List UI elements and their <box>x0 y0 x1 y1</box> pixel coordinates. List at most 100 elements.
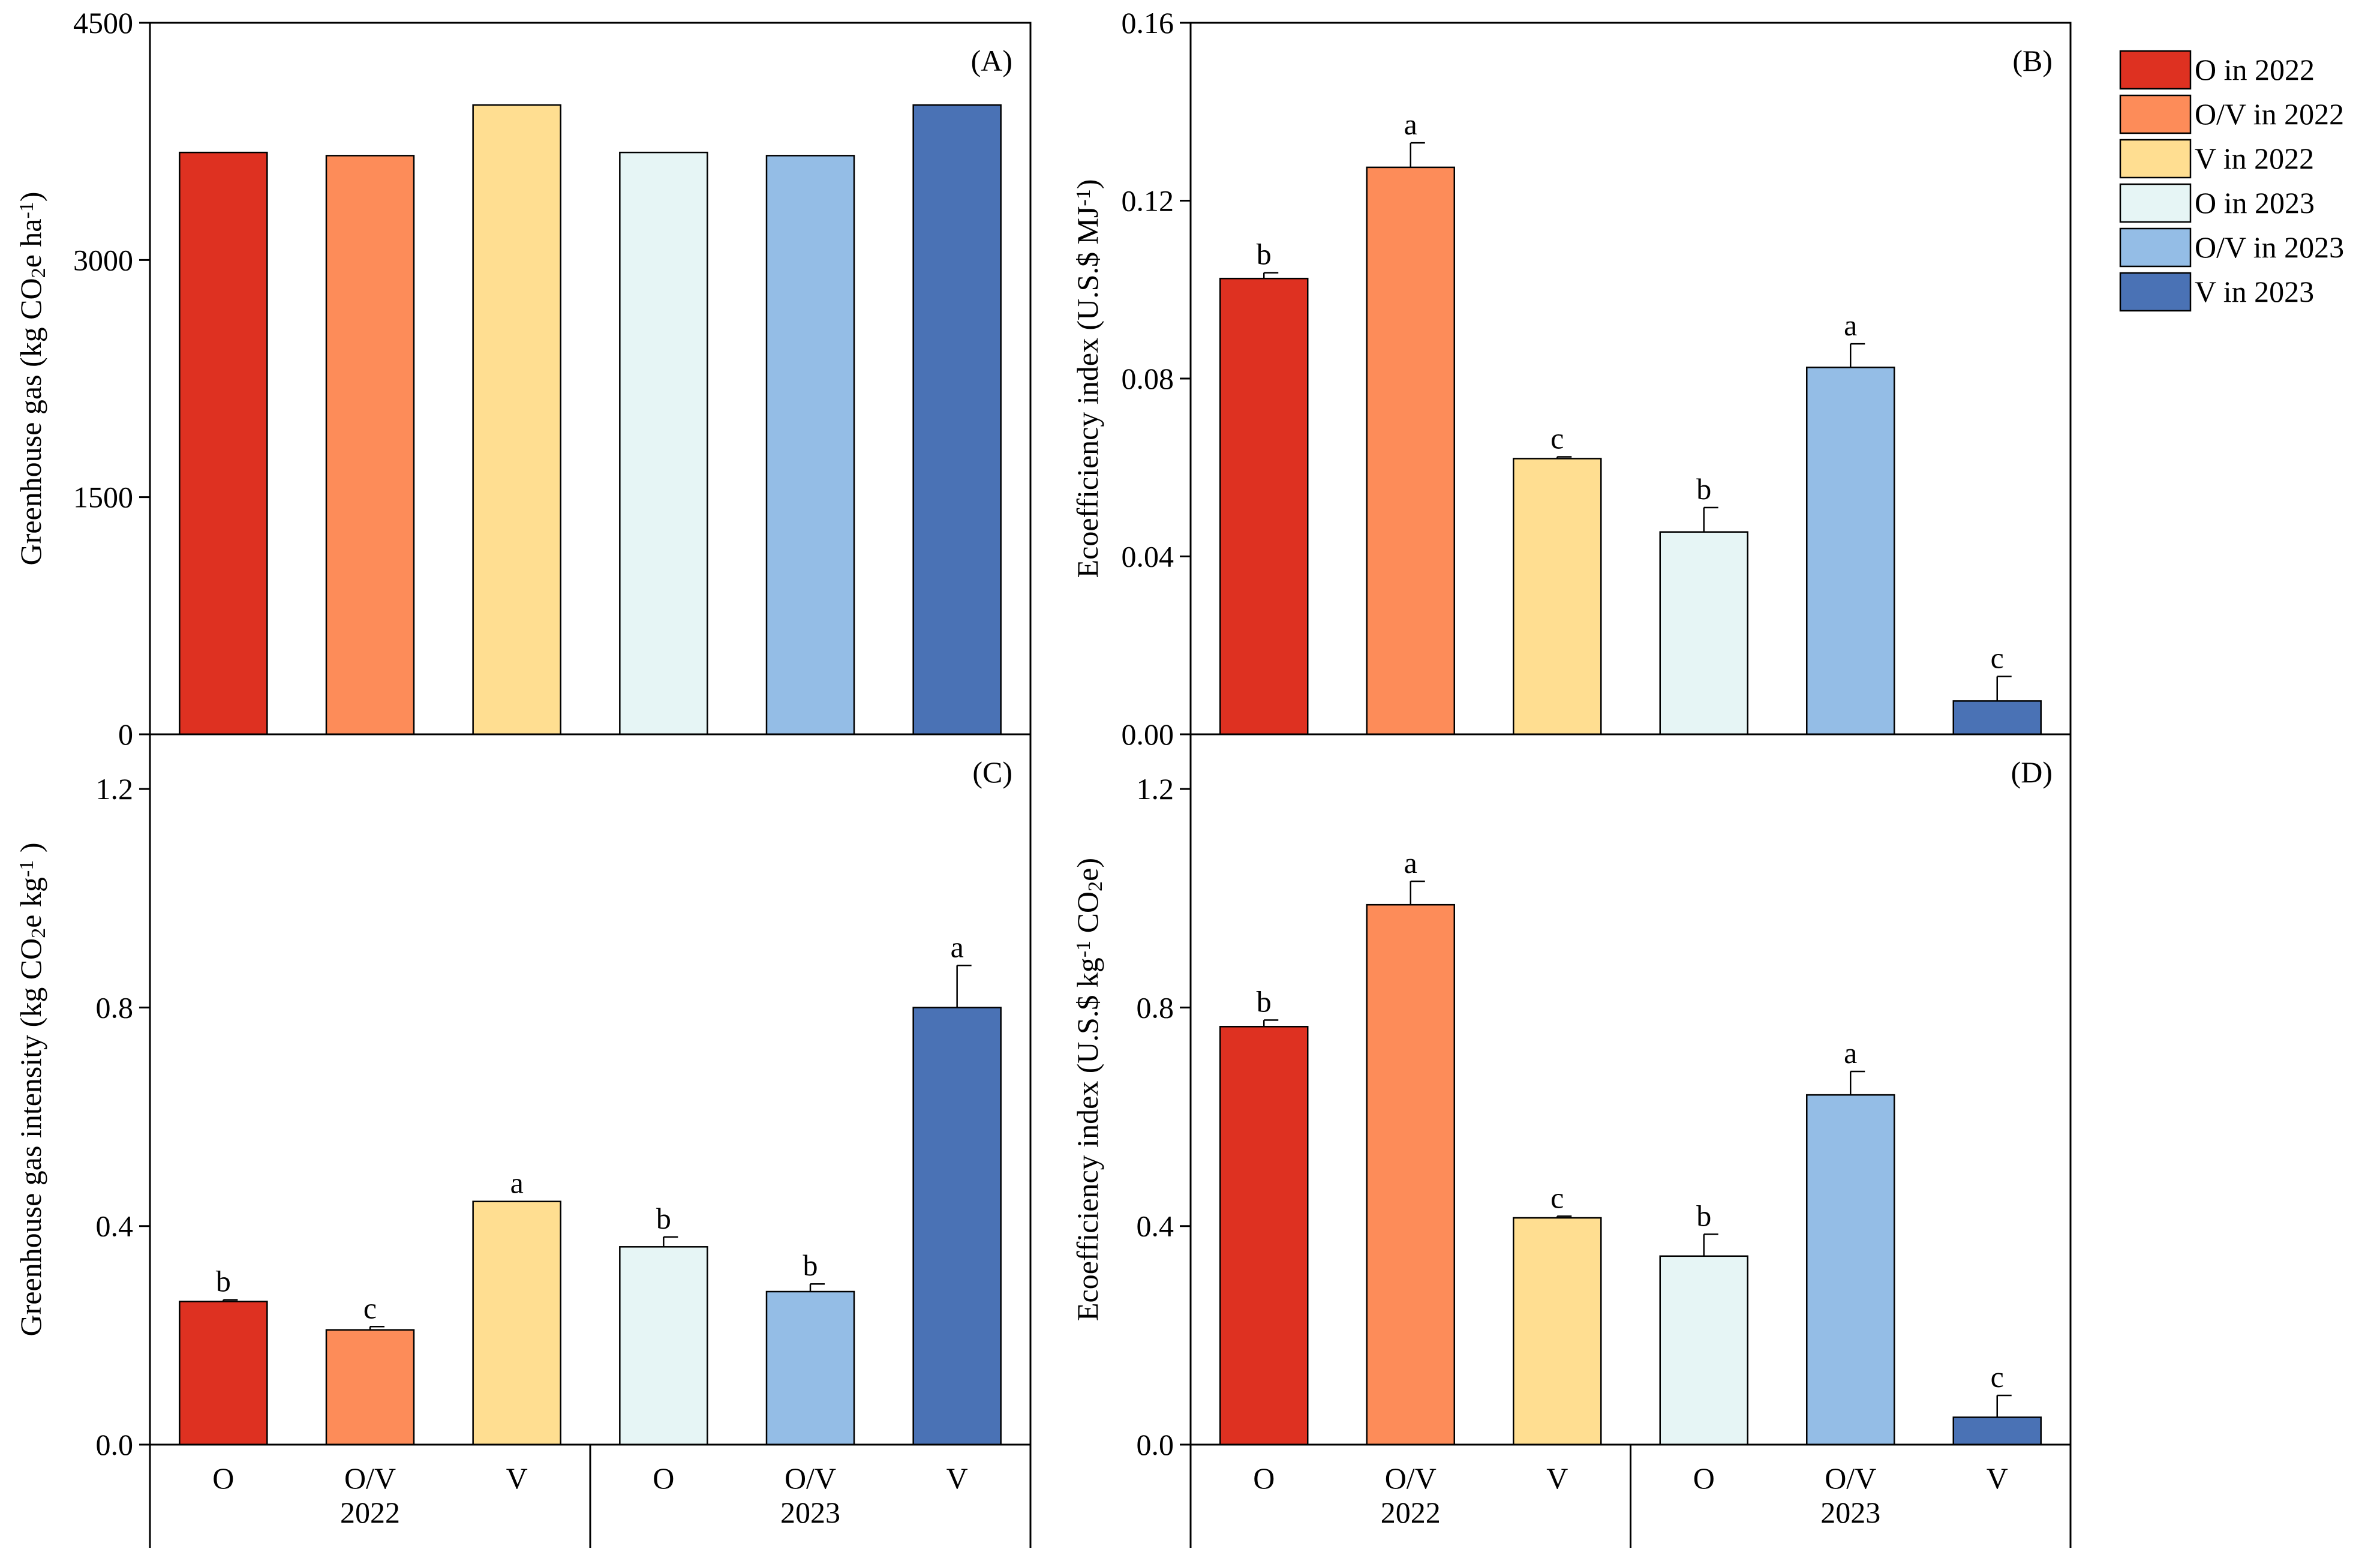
significance-letter: a <box>510 1166 524 1200</box>
y-axis-title: Greenhouse gas intensity (kg CO2e kg-1 ) <box>14 843 50 1337</box>
significance-letter: a <box>951 930 964 963</box>
y-tick-label: 0.00 <box>1122 718 1174 751</box>
bar-V_2022 <box>1513 1217 1602 1446</box>
bar-V_2022 <box>1513 458 1602 736</box>
y-tick-label: 4500 <box>73 6 133 40</box>
legend-swatch-OV_2022 <box>2119 94 2192 134</box>
y-axis-title-part: -1 <box>1072 941 1095 957</box>
panel-d: b a c b a c 0.0 0.4 0.8 1.2 (D) Ecoefficiency index… <box>1071 733 2072 1461</box>
bar-OV_2022 <box>1366 166 1455 736</box>
y-axis-title-part: -1 <box>1072 189 1095 206</box>
legend-swatch-O_2023 <box>2119 183 2192 223</box>
y-axis-title-part: ) <box>14 192 47 202</box>
significance-letter: a <box>1404 107 1417 141</box>
bar-OV_2023 <box>1806 367 1895 736</box>
plot-frame <box>149 733 1032 1446</box>
y-tick-label: 0.0 <box>1137 1428 1174 1461</box>
x-category-label: V <box>1987 1461 2008 1495</box>
significance-letter: c <box>363 1291 377 1325</box>
legend: O in 2022 O/V in 2022 V in 2022 O in 2023 O/… <box>2119 50 2344 312</box>
significance-letter: a <box>1404 846 1417 879</box>
y-axis-title-part: e ha <box>14 219 47 268</box>
significance-letter: b <box>1696 1199 1711 1232</box>
y-axis-title-part: e kg <box>14 877 47 928</box>
y-tick-label: 0.08 <box>1122 362 1174 395</box>
significance-letter: b <box>1257 984 1272 1018</box>
bar-V_2023 <box>1952 1416 2042 1446</box>
y-axis-title-part: Ecoefficiency index (U.S.$ kg <box>1071 957 1104 1321</box>
legend-label: O/V in 2023 <box>2195 230 2344 264</box>
bar-V_2023 <box>912 104 1002 736</box>
x-group-label: 2022 <box>340 1496 400 1529</box>
y-axis-title-part: 2 <box>28 928 50 938</box>
legend-swatch-V_2022 <box>2119 139 2192 179</box>
bar-OV_2023 <box>765 155 855 736</box>
y-tick-label: 0.4 <box>96 1209 134 1243</box>
x-category-label: O/V <box>785 1461 836 1495</box>
y-tick-label: 1.2 <box>96 772 134 806</box>
bar-OV_2023 <box>1806 1094 1895 1446</box>
legend-swatch-O_2022 <box>2119 50 2192 90</box>
legend-swatch-OV_2023 <box>2119 227 2192 268</box>
y-tick-label: 3000 <box>73 243 133 277</box>
bar-O_2023 <box>1659 1255 1748 1446</box>
bar-OV_2023 <box>765 1290 855 1446</box>
legend-swatch-V_2023 <box>2119 272 2192 312</box>
bar-O_2023 <box>1659 531 1748 736</box>
bar-V_2022 <box>472 104 561 736</box>
significance-letter: c <box>1550 421 1564 455</box>
panel-b: b a c b a c 0.00 0.04 0.08 0.12 0.16 (B) Ecoefficien… <box>1071 6 2072 751</box>
significance-letter: b <box>216 1265 231 1298</box>
x-category-label: O <box>653 1461 674 1495</box>
y-tick-label: 0.04 <box>1122 540 1174 574</box>
x-category-label: O/V <box>344 1461 396 1495</box>
legend-label: O in 2023 <box>2195 186 2315 220</box>
plot-frame <box>1189 733 2072 1446</box>
x-category-label: O <box>212 1461 234 1495</box>
legend-label: V in 2023 <box>2195 275 2314 308</box>
bar-V_2022 <box>472 1200 561 1446</box>
x-category-label: V <box>1546 1461 1568 1495</box>
bar-V_2023 <box>912 1007 1002 1446</box>
x-axis-labels: O O/V V O O/V V 2022 2023 O O/V V O O/V V 2022 2023 <box>149 1445 2072 1548</box>
significance-letter: b <box>1257 238 1272 271</box>
y-tick-label: 0.16 <box>1122 6 1174 40</box>
panel-label: (C) <box>972 755 1012 789</box>
significance-letter: b <box>656 1202 671 1235</box>
panels: 0 1500 3000 4500 (A) Greenhouse gas (kg CO2e … <box>14 6 2072 1461</box>
y-tick-label: 0.4 <box>1137 1209 1174 1243</box>
y-axis-title: Ecoefficiency index (U.S.$ kg-1 CO2e) <box>1071 858 1107 1321</box>
y-axis-title-part: Greenhouse gas intensity (kg CO <box>14 938 47 1337</box>
bar-O_2023 <box>619 151 708 736</box>
y-tick-label: 1500 <box>73 481 133 514</box>
bar-O_2022 <box>1219 1026 1309 1446</box>
legend-label: V in 2022 <box>2195 142 2314 175</box>
y-axis-title-part: -1 <box>16 202 38 218</box>
plot-frame <box>149 22 1032 736</box>
y-axis-title-part: Ecoefficiency index (U.S.$ MJ <box>1071 206 1104 578</box>
y-axis-title-part: ) <box>14 843 47 860</box>
y-tick-label: 0.8 <box>96 990 134 1024</box>
y-tick-label: 0 <box>118 718 133 751</box>
y-axis-title-part: 2 <box>1084 881 1107 891</box>
bar-V_2023 <box>1952 700 2042 736</box>
y-axis-title: Greenhouse gas (kg CO2e ha-1) <box>14 192 50 566</box>
y-axis-title: Ecoefficiency index (U.S.$ MJ-1) <box>1071 179 1104 578</box>
y-axis-title-part: e) <box>1071 858 1104 881</box>
bar-OV_2022 <box>1366 903 1455 1446</box>
significance-letter: c <box>1991 641 2004 675</box>
x-category-label: O/V <box>1385 1461 1437 1495</box>
x-category-label: V <box>506 1461 528 1495</box>
panel-label: (A) <box>971 44 1012 77</box>
significance-letter: c <box>1550 1181 1564 1214</box>
legend-label: O/V in 2022 <box>2195 97 2344 131</box>
y-axis-title-part: CO <box>1071 891 1104 941</box>
bar-O_2022 <box>1219 277 1309 736</box>
y-axis-title-part: ) <box>1071 179 1104 190</box>
y-tick-label: 0.0 <box>96 1428 134 1461</box>
x-category-label: O <box>1693 1461 1715 1495</box>
x-category-label: O <box>1253 1461 1275 1495</box>
bar-O_2022 <box>179 151 268 736</box>
panel-label: (B) <box>2012 44 2053 77</box>
